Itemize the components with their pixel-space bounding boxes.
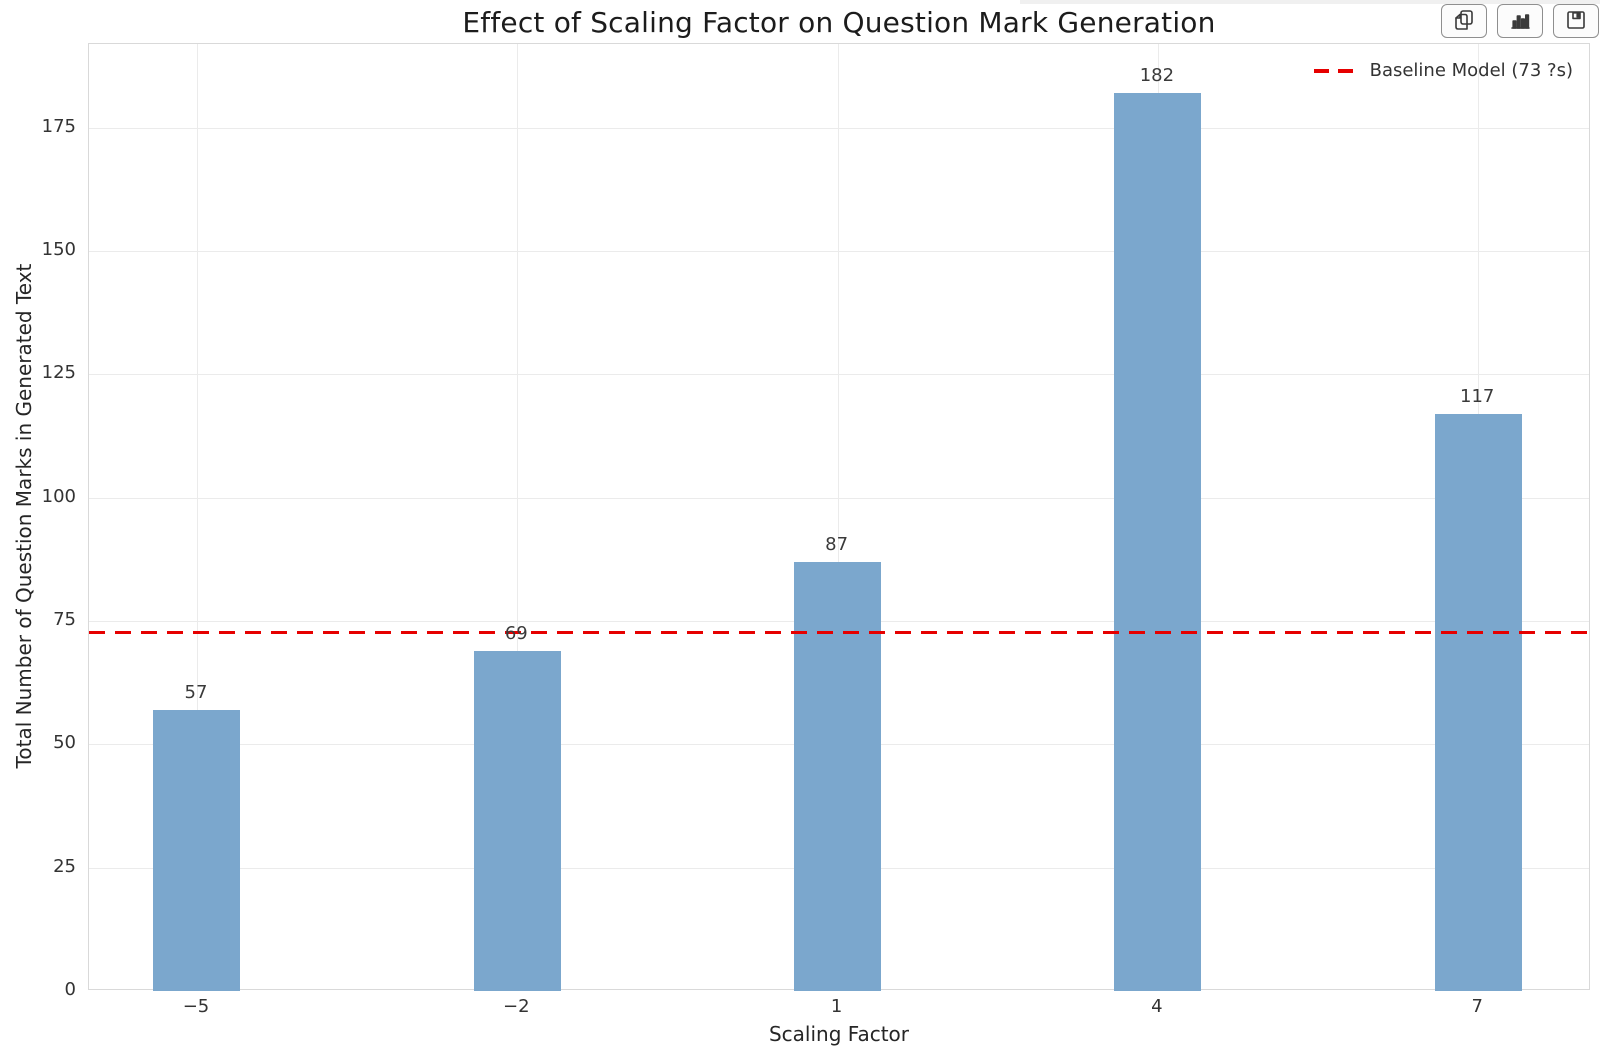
y-tick-label: 0 (64, 979, 76, 1000)
y-tick-label: 125 (41, 362, 76, 384)
chart-title: Effect of Scaling Factor on Question Mar… (462, 6, 1216, 39)
y-tick-label: 50 (53, 732, 76, 754)
legend: Baseline Model (73 ?s) (1313, 60, 1573, 81)
bar (473, 650, 561, 991)
x-tick-label: −5 (182, 996, 210, 1017)
x-tick-label: 4 (1151, 996, 1163, 1017)
y-tick-label: 175 (41, 115, 76, 137)
bar (1114, 93, 1202, 991)
gridline-horizontal (89, 127, 1589, 129)
save-icon (1564, 8, 1588, 35)
baseline-line (89, 630, 1589, 634)
x-tick-label: 1 (830, 996, 843, 1017)
x-tick-label: −2 (503, 996, 530, 1017)
baseline-legend-label: Baseline Model (73 ?s) (1369, 60, 1573, 81)
y-tick-label: 150 (41, 239, 76, 261)
bar (1434, 413, 1522, 991)
y-tick-label: 25 (53, 855, 76, 877)
gridline-vertical (196, 44, 198, 989)
bar-value-label: 117 (1460, 385, 1495, 407)
y-tick-label: 100 (41, 485, 76, 507)
bar (153, 709, 241, 991)
gridline-horizontal (89, 497, 1589, 499)
x-tick-label: 7 (1471, 996, 1483, 1017)
baseline-legend-line (1313, 68, 1354, 73)
save-button[interactable] (1553, 4, 1599, 38)
gridline-horizontal (89, 374, 1589, 376)
bar-value-label: 182 (1139, 65, 1175, 87)
bar-value-label: 69 (504, 622, 528, 644)
window-edge-strip (1020, 0, 1600, 4)
plot-area: Baseline Model (73 ?s) (88, 43, 1590, 991)
x-axis-label: Scaling Factor (768, 1022, 909, 1046)
bar-chart-button[interactable] (1497, 4, 1543, 38)
gridline-horizontal (89, 251, 1589, 253)
y-axis-label: Total Number of Question Marks in Genera… (12, 263, 36, 769)
gridline-vertical (837, 44, 839, 989)
copy-icon (1452, 8, 1476, 35)
bar-chart-icon (1508, 8, 1532, 35)
bar-value-label: 87 (825, 533, 849, 555)
gridline-vertical (517, 44, 519, 989)
bar (794, 561, 882, 991)
y-tick-label: 75 (53, 609, 76, 631)
bar-value-label: 57 (184, 681, 208, 703)
copy-button[interactable] (1441, 4, 1487, 38)
